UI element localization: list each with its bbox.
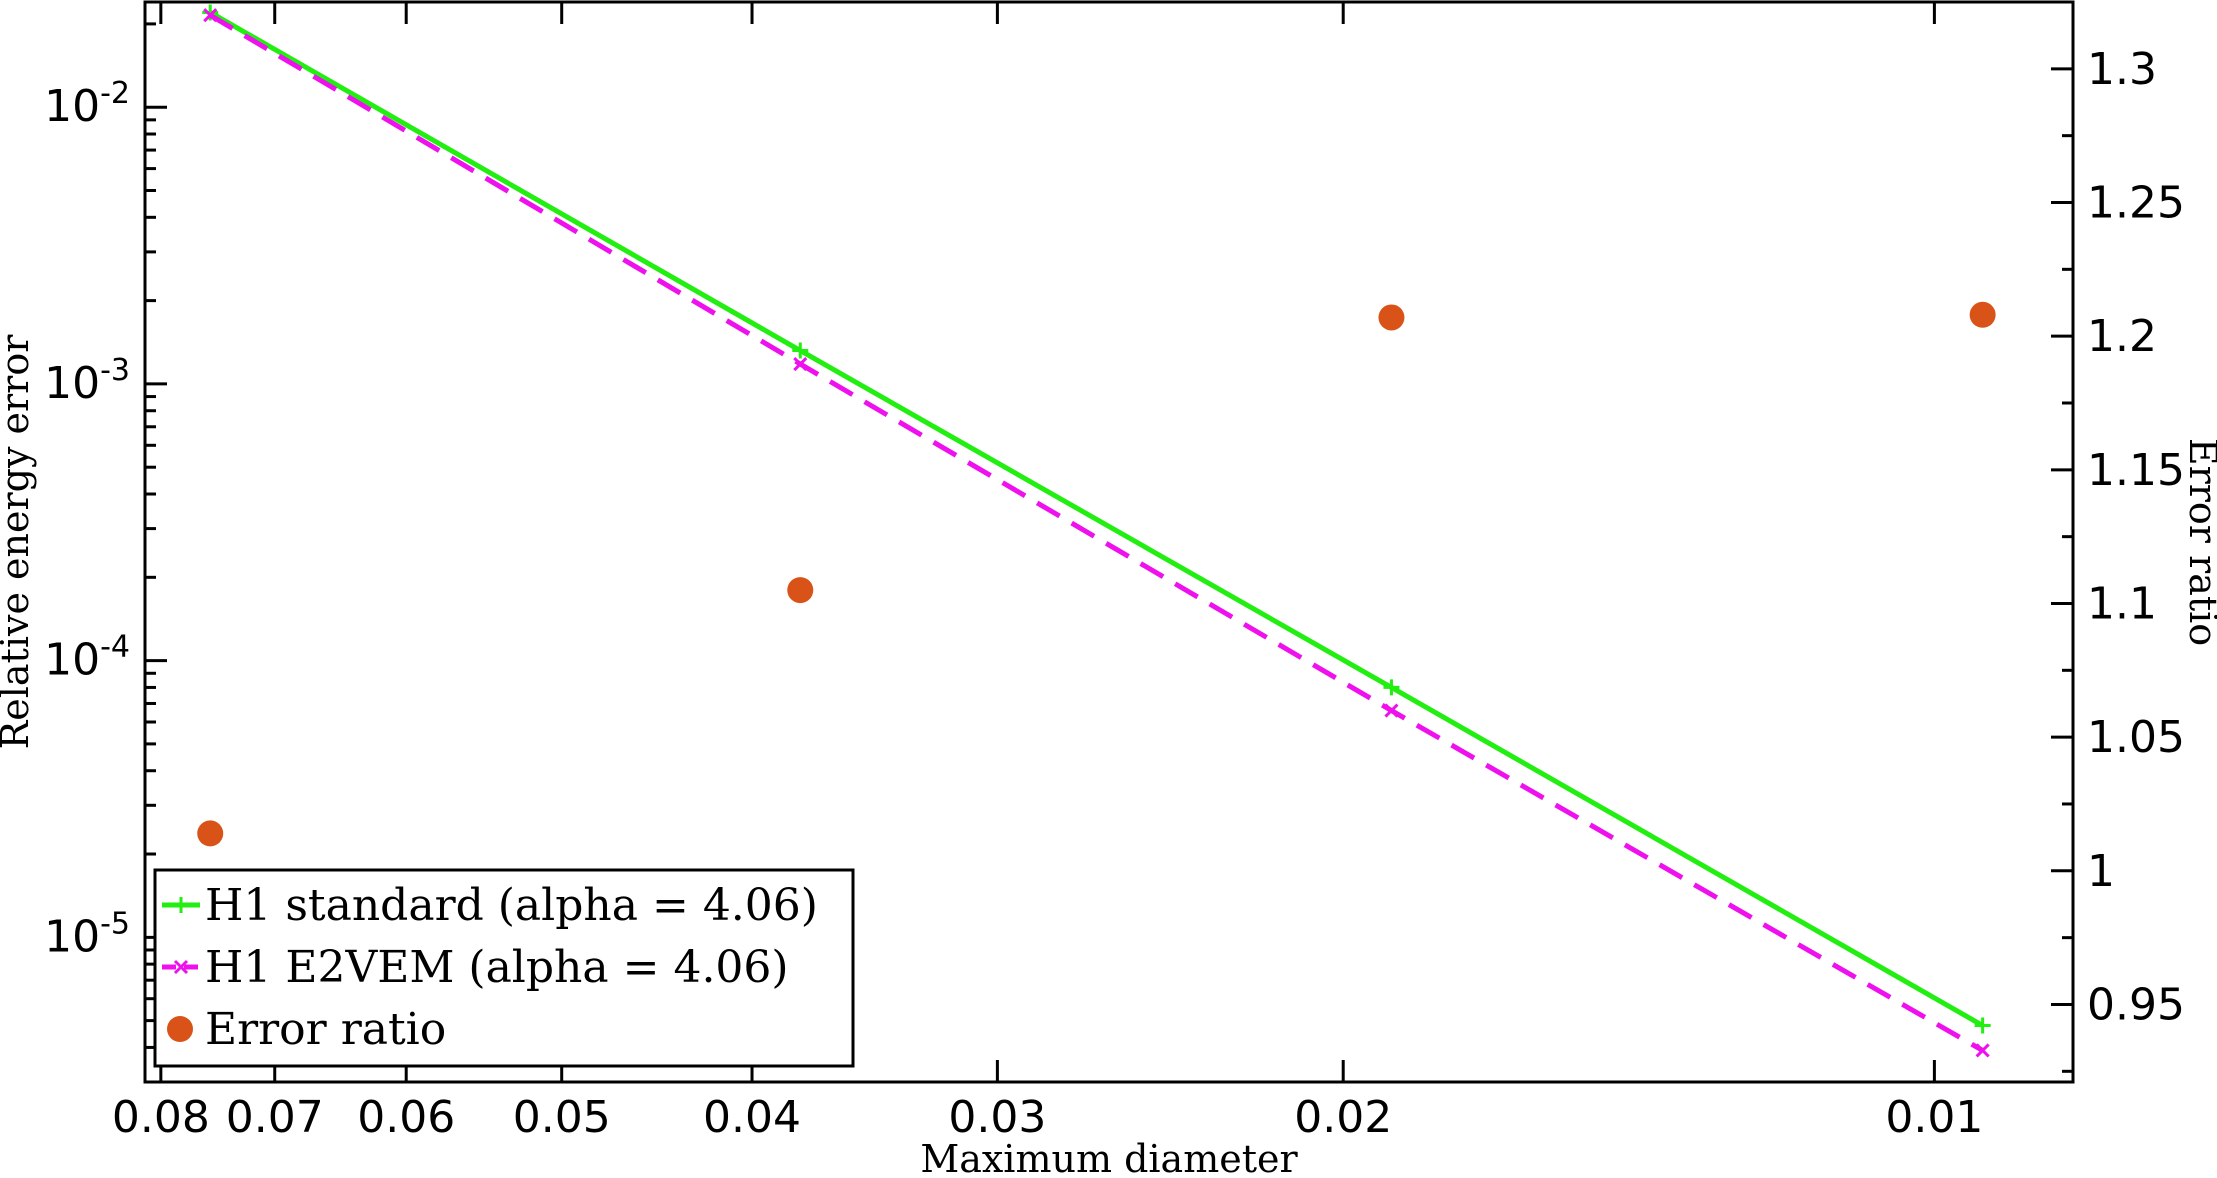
data-point [1974, 1017, 1991, 1034]
series-line [208, 10, 1984, 1028]
legend-box [153, 868, 855, 1068]
y-tick-base: 10 [44, 358, 100, 409]
x-tick-label: 0.04 [703, 1092, 801, 1143]
y-tick-exponent: -2 [100, 76, 130, 111]
legend-entry: Error ratio [167, 1004, 446, 1055]
legend-entry: H1 standard (alpha = 4.06) [162, 880, 818, 931]
legend-label: Error ratio [205, 1004, 446, 1055]
y-tick-label: 10-5 [44, 906, 130, 962]
legend-marker [173, 897, 189, 913]
data-point [787, 577, 814, 604]
legend: H1 standard (alpha = 4.06) H1 E2VEM (alph… [153, 868, 855, 1068]
y2-tick-label: 1.25 [2087, 177, 2185, 228]
y-tick-base: 10 [44, 635, 100, 686]
y-axis-ticks: 10-510-410-310-2 [44, 22, 167, 1084]
y2-tick-label: 0.95 [2087, 979, 2185, 1030]
y-tick-exponent: -3 [100, 353, 130, 388]
x-tick-label: 0.08 [112, 1092, 210, 1143]
x-axis-title: Maximum diameter [920, 1137, 1298, 1178]
series-layer [197, 4, 1996, 1058]
x-axis-ticks: 0.08 0.07 0.06 0.05 0.04 0.03 0.02 0.01 [112, 2, 1983, 1143]
y-tick-base: 10 [44, 81, 100, 132]
y-tick-base: 10 [44, 911, 100, 962]
legend-entry: H1 E2VEM (alpha = 4.06) [162, 942, 789, 993]
series-1 [203, 8, 1990, 1058]
y2-tick-label: 1.1 [2087, 578, 2157, 629]
data-point [1384, 703, 1399, 718]
x-tick-label: 0.02 [1294, 1092, 1392, 1143]
legend-swatch [167, 1016, 193, 1042]
y2-axis-ticks: 0.95 1 1.05 1.1 1.15 1.2 1.25 1.3 [2051, 44, 2185, 1073]
data-point [1969, 301, 1996, 328]
data-point [1975, 1043, 1990, 1058]
y2-tick-label: 1.15 [2087, 445, 2185, 496]
data-point [1378, 304, 1405, 331]
y-tick-label: 10-2 [44, 76, 130, 132]
legend-label: H1 E2VEM (alpha = 4.06) [205, 942, 789, 993]
y2-tick-label: 1.3 [2087, 44, 2157, 95]
y-tick-exponent: -5 [100, 906, 130, 941]
y2-tick-label: 1 [2087, 846, 2115, 897]
y2-tick-label: 1.05 [2087, 712, 2185, 763]
data-point [793, 356, 808, 372]
data-point [792, 342, 809, 359]
y-tick-label: 10-3 [44, 353, 130, 409]
y-axis-title: Relative energy error [0, 334, 37, 750]
data-point [197, 820, 224, 847]
series-line [208, 13, 1984, 1053]
y-tick-label: 10-4 [44, 630, 130, 686]
series-2 [197, 301, 1996, 847]
x-tick-label: 0.05 [513, 1092, 611, 1143]
y2-tick-label: 1.2 [2087, 311, 2157, 362]
y-tick-exponent: -4 [100, 630, 130, 665]
data-point [203, 8, 218, 23]
legend-marker [173, 959, 189, 975]
x-tick-label: 0.03 [948, 1092, 1046, 1143]
x-tick-label: 0.06 [357, 1092, 455, 1143]
legend-label: H1 standard (alpha = 4.06) [205, 880, 818, 931]
x-tick-label: 0.01 [1885, 1092, 1983, 1143]
y2-axis-title: Error ratio [2181, 438, 2217, 646]
data-point [1383, 679, 1400, 696]
x-tick-label: 0.07 [226, 1092, 324, 1143]
